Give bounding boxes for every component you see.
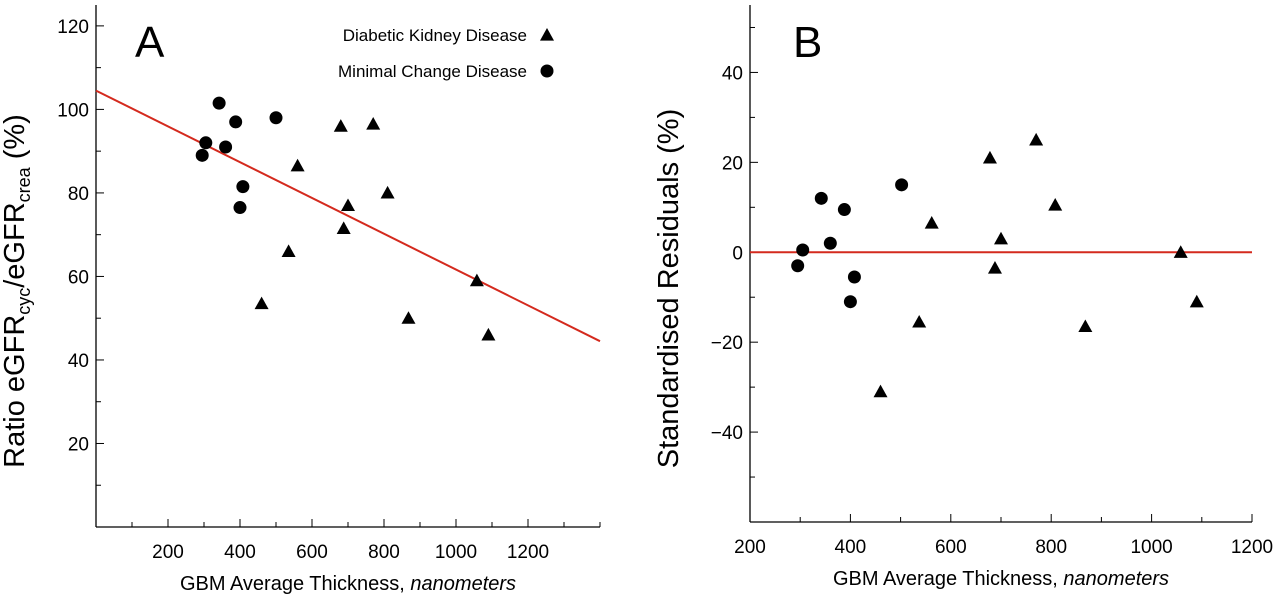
dkd-point	[366, 117, 381, 130]
y-tick-label: 20	[722, 153, 743, 174]
mcd-point	[195, 148, 209, 162]
dkd-point	[401, 311, 416, 324]
mcd-point	[212, 96, 226, 110]
y-tick-label: 0	[732, 243, 743, 264]
mcd-point	[895, 178, 909, 192]
dkd-point	[912, 314, 927, 328]
dkd-point	[987, 260, 1002, 274]
dkd-point	[982, 150, 997, 164]
y-tick-label: 40	[722, 63, 743, 84]
mcd-point	[823, 236, 837, 250]
mcd-point	[229, 115, 243, 129]
y-tick-label: 120	[57, 17, 89, 38]
panel-b: 200 400 600 800 1000 1200 −40 −20 0 20 40 B GBM Aver…	[653, 5, 1273, 590]
dkd-point	[481, 327, 496, 341]
dkd-point	[290, 158, 305, 172]
mcd-point	[843, 295, 857, 309]
x-tick-label: 800	[1035, 537, 1067, 558]
x-tick-label: 400	[835, 537, 867, 558]
y-tick-label: 40	[68, 351, 89, 372]
panel-label: B	[793, 18, 822, 67]
x-axis-title: GBM Average Thickness, nanometers	[180, 573, 516, 595]
mcd-point	[219, 140, 233, 154]
dkd-point	[333, 119, 348, 132]
regression-line	[95, 89, 601, 343]
x-tick-label: 1200	[507, 542, 549, 563]
x-tick-label: 400	[224, 542, 256, 563]
dkd-point	[994, 231, 1008, 245]
mcd-point	[199, 136, 213, 150]
mcd-point	[269, 111, 283, 125]
legend-label: Minimal Change Disease	[338, 62, 527, 81]
x-tick-label: 800	[368, 542, 400, 563]
dkd-point	[1029, 132, 1044, 146]
dkd-point	[1048, 198, 1063, 211]
x-tick-label: 600	[935, 537, 967, 558]
mcd-point	[791, 259, 805, 273]
x-tick-label: 200	[734, 537, 766, 558]
x-axis-title: GBM Average Thickness, nanometers	[833, 568, 1169, 590]
y-axis-title: Standardised Residuals (%)	[653, 109, 685, 468]
legend-triangle-icon	[540, 28, 554, 41]
dkd-point	[469, 273, 484, 287]
mcd-point	[233, 201, 247, 215]
y-tick-label: 80	[68, 184, 89, 205]
x-tick-label: 200	[152, 542, 184, 563]
dkd-point	[1189, 294, 1204, 308]
y-tick-label: 20	[68, 434, 89, 455]
dkd-point	[873, 384, 888, 398]
dkd-point	[380, 185, 395, 199]
dkd-point	[341, 198, 355, 212]
dkd-point	[254, 296, 269, 310]
y-tick-label: 60	[68, 267, 89, 288]
dkd-point	[1173, 245, 1188, 258]
y-tick-label: −40	[711, 423, 743, 444]
panel-a: 200 400 600 800 1000 1200 20 40 60 80 100 120 A GBM A…	[0, 5, 601, 595]
mcd-point	[837, 203, 851, 217]
x-tick-label: 1000	[1130, 537, 1172, 558]
x-tick-label: 600	[296, 542, 328, 563]
dkd-point	[924, 216, 939, 229]
x-tick-label: 1200	[1231, 537, 1273, 558]
panel-label: A	[135, 18, 165, 67]
dkd-point	[1078, 319, 1093, 333]
mcd-point	[236, 180, 250, 194]
x-tick-label: 1000	[435, 542, 477, 563]
dkd-point	[281, 244, 296, 257]
y-tick-label: −20	[711, 333, 743, 354]
legend-label: Diabetic Kidney Disease	[343, 26, 527, 45]
mcd-point	[814, 191, 828, 205]
y-axis-title: Ratio eGFRcyc/eGFRcrea (%)	[0, 114, 34, 468]
y-tick-label: 100	[57, 100, 89, 121]
mcd-point	[847, 270, 861, 284]
dkd-point	[336, 221, 351, 235]
legend-circle-icon	[540, 64, 554, 78]
mcd-point	[796, 243, 810, 257]
